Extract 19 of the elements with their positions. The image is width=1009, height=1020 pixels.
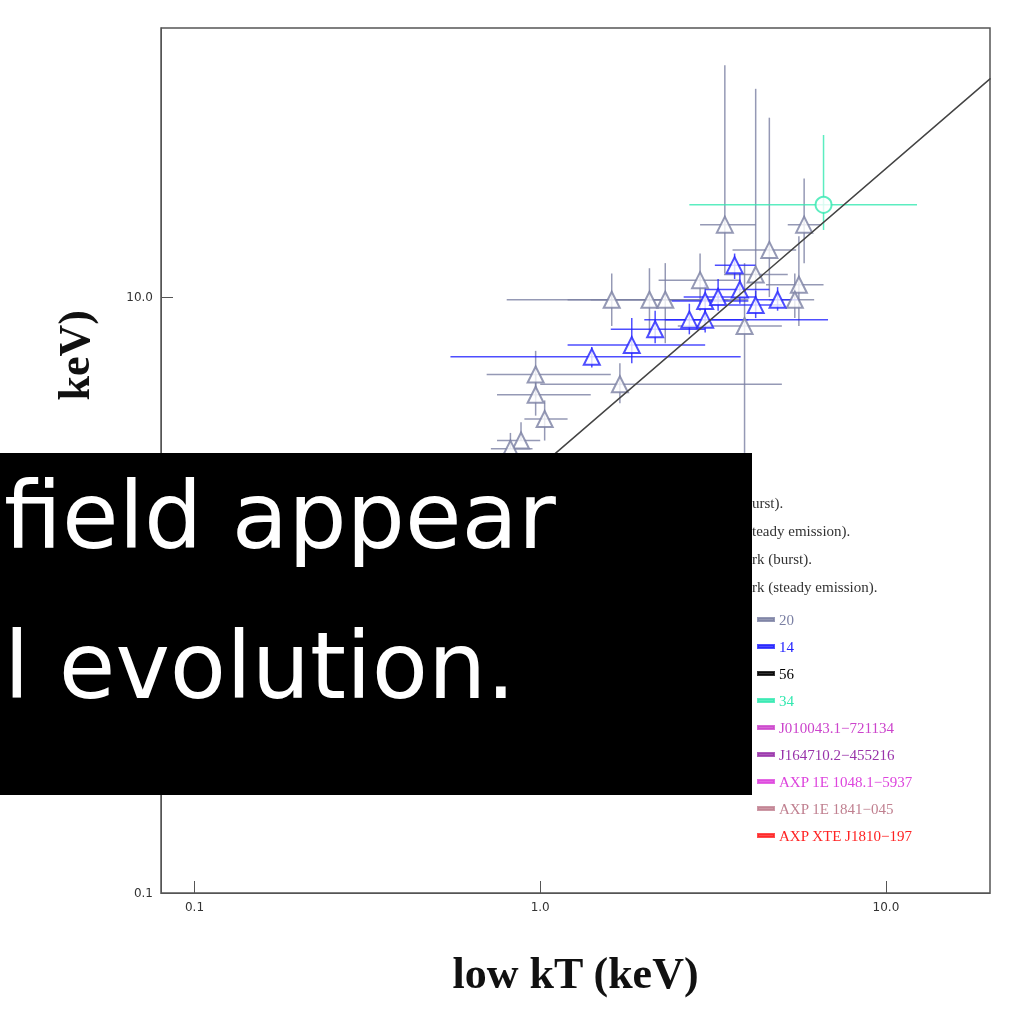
text: field appear l evolution. <box>4 462 556 720</box>
legend-label: AXP 1E 1841−045 <box>779 800 894 817</box>
x-axis-title: low kT (keV) <box>452 948 699 998</box>
legend-label: 34 <box>779 692 795 709</box>
y-axis-title: keV) <box>49 309 99 401</box>
legend-label: AXP 1E 1048.1−5937 <box>779 773 913 790</box>
annotation: teady emission). <box>752 522 851 540</box>
legend-label: AXP XTE J1810−197 <box>779 827 913 844</box>
legend-label: 14 <box>779 638 795 655</box>
annotation: rk (burst). <box>752 550 812 568</box>
annotation: urst). <box>752 494 784 512</box>
legend-label: J010043.1−721134 <box>779 719 895 736</box>
legend-label: 20 <box>779 611 794 628</box>
x-tick-label: 0.1 <box>184 900 205 914</box>
legend-label: J164710.2−455216 <box>779 746 896 763</box>
x-tick-label: 10.0 <box>872 900 900 914</box>
legend-label: 56 <box>779 665 795 682</box>
x-tick-label: 1.0 <box>530 900 550 914</box>
annotation: rk (steady emission). <box>752 578 878 596</box>
